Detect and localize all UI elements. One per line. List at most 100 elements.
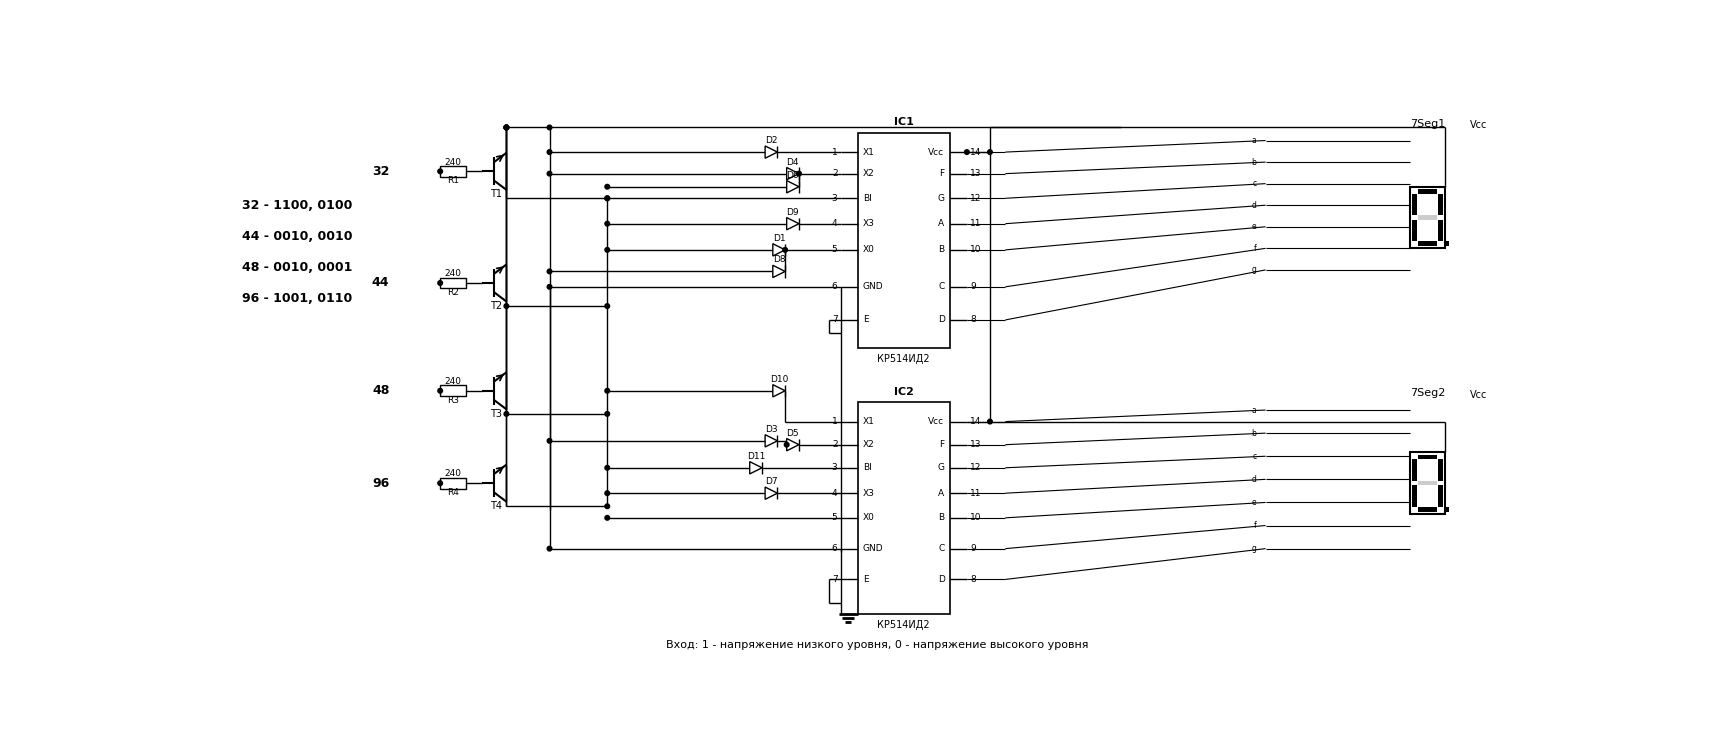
Circle shape (439, 169, 442, 173)
Text: D8: D8 (773, 256, 785, 265)
Text: GND: GND (863, 544, 884, 553)
Text: 32: 32 (372, 165, 389, 178)
Text: 10: 10 (970, 245, 982, 254)
Text: 3: 3 (833, 463, 838, 472)
Text: 8: 8 (970, 575, 976, 584)
Text: 7Seg1: 7Seg1 (1410, 118, 1446, 129)
Text: E: E (863, 315, 868, 324)
Text: КР514ИД2: КР514ИД2 (877, 620, 930, 630)
Circle shape (605, 491, 610, 495)
Text: 14: 14 (970, 148, 982, 157)
Text: 7Seg2: 7Seg2 (1410, 388, 1446, 398)
Polygon shape (766, 487, 778, 499)
Text: Вход: 1 - напряжение низкого уровня, 0 - напряжение высокого уровня: Вход: 1 - напряжение низкого уровня, 0 -… (666, 640, 1089, 650)
Text: BI: BI (863, 194, 872, 203)
Circle shape (546, 125, 552, 130)
Bar (1418, 189, 1437, 194)
Circle shape (439, 481, 442, 486)
Bar (1418, 241, 1437, 246)
Text: D: D (937, 315, 944, 324)
Text: 240: 240 (445, 377, 463, 386)
Circle shape (504, 125, 509, 130)
Text: D5: D5 (786, 428, 800, 437)
Text: 12: 12 (970, 194, 982, 203)
Bar (858, 133, 951, 348)
Text: B: B (939, 513, 944, 523)
Text: a: a (1252, 136, 1256, 145)
Text: 7: 7 (833, 315, 838, 324)
Bar (1410, 452, 1446, 514)
Text: 240: 240 (445, 269, 463, 278)
Bar (440, 277, 466, 288)
Text: D4: D4 (786, 158, 798, 167)
Text: X0: X0 (863, 245, 875, 254)
Text: X1: X1 (863, 417, 875, 426)
Polygon shape (773, 244, 785, 256)
Text: 44 - 0010, 0010: 44 - 0010, 0010 (242, 230, 351, 244)
Text: 48 - 0010, 0001: 48 - 0010, 0001 (242, 261, 351, 274)
Text: D3: D3 (766, 425, 778, 434)
Bar (1418, 507, 1437, 512)
Text: F: F (939, 440, 944, 449)
Text: T1: T1 (490, 189, 502, 199)
Text: R4: R4 (447, 488, 459, 497)
Text: D10: D10 (769, 375, 788, 384)
Text: R2: R2 (447, 288, 459, 297)
Circle shape (988, 419, 992, 424)
Text: Vcc: Vcc (1470, 390, 1487, 400)
Bar (1439, 486, 1442, 507)
Circle shape (504, 412, 509, 416)
Text: T2: T2 (490, 301, 502, 311)
Text: X1: X1 (863, 148, 875, 157)
Text: X2: X2 (863, 440, 875, 449)
Polygon shape (786, 167, 798, 179)
Circle shape (605, 516, 610, 520)
Text: C: C (939, 544, 944, 553)
Bar (1412, 194, 1417, 215)
Polygon shape (786, 218, 798, 230)
Text: 13: 13 (970, 440, 982, 449)
Text: 13: 13 (970, 169, 982, 178)
Text: c: c (1252, 179, 1256, 188)
Text: GND: GND (863, 282, 884, 291)
Text: b: b (1252, 428, 1256, 437)
Text: g: g (1252, 265, 1256, 274)
Text: f: f (1254, 244, 1256, 253)
Polygon shape (766, 434, 778, 447)
Bar (1439, 194, 1442, 215)
Circle shape (605, 304, 610, 308)
Polygon shape (766, 146, 778, 158)
Text: 6: 6 (833, 282, 838, 291)
Text: d: d (1252, 475, 1256, 484)
Circle shape (605, 196, 610, 201)
Text: 9: 9 (970, 282, 976, 291)
Text: IC2: IC2 (894, 387, 913, 397)
Circle shape (605, 222, 610, 226)
Text: 5: 5 (833, 513, 838, 523)
Circle shape (988, 150, 992, 155)
Text: 10: 10 (970, 513, 982, 523)
Text: A: A (939, 489, 944, 498)
Text: КР514ИД2: КР514ИД2 (877, 354, 930, 364)
Bar (1439, 459, 1442, 481)
Text: R3: R3 (447, 396, 459, 404)
Text: 11: 11 (970, 219, 982, 228)
Bar (1412, 220, 1417, 241)
Text: T4: T4 (490, 501, 502, 511)
Text: G: G (937, 463, 944, 472)
Text: 14: 14 (970, 417, 982, 426)
Text: 8: 8 (970, 315, 976, 324)
Circle shape (546, 150, 552, 155)
Text: 96: 96 (372, 477, 389, 489)
Text: Vcc: Vcc (928, 148, 944, 157)
Circle shape (783, 247, 788, 252)
Text: g: g (1252, 544, 1256, 553)
Circle shape (546, 547, 552, 551)
Text: 240: 240 (445, 470, 463, 479)
Circle shape (605, 185, 610, 189)
Bar (1418, 215, 1437, 220)
Text: D1: D1 (773, 234, 785, 243)
Text: D9: D9 (786, 207, 800, 216)
Text: X0: X0 (863, 513, 875, 523)
Bar (1444, 507, 1449, 512)
